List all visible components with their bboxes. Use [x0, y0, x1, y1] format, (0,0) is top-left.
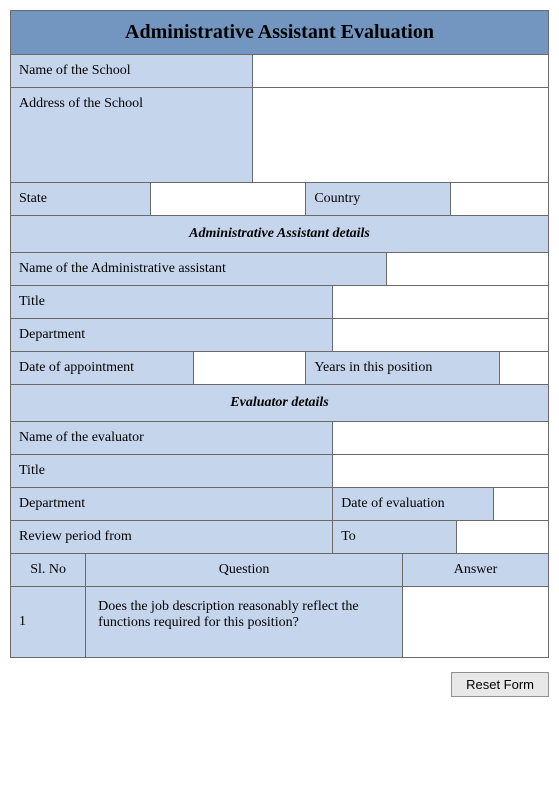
years-position-label: Years in this position	[306, 352, 499, 384]
country-label: Country	[306, 183, 451, 215]
school-address-field[interactable]	[253, 88, 548, 182]
appointment-date-label: Date of appointment	[11, 352, 194, 384]
school-address-label: Address of the School	[11, 88, 253, 182]
eval-date-label: Date of evaluation	[333, 488, 494, 520]
state-field[interactable]	[151, 183, 307, 215]
evaluator-section-header: Evaluator details	[11, 385, 548, 422]
assistant-section-header: Administrative Assistant details	[11, 216, 548, 253]
evaluation-form: Administrative Assistant Evaluation Name…	[10, 10, 549, 658]
form-title: Administrative Assistant Evaluation	[11, 11, 548, 55]
review-to-field[interactable]	[457, 521, 548, 553]
reset-form-button[interactable]: Reset Form	[451, 672, 549, 697]
col-slno: Sl. No	[11, 554, 86, 586]
assistant-name-field[interactable]	[387, 253, 548, 285]
assistant-title-field[interactable]	[333, 286, 548, 318]
eval-date-field[interactable]	[494, 488, 548, 520]
evaluator-title-label: Title	[11, 455, 333, 487]
col-answer: Answer	[403, 554, 548, 586]
review-from-label: Review period from	[11, 521, 333, 553]
appointment-date-field[interactable]	[194, 352, 307, 384]
state-label: State	[11, 183, 151, 215]
school-name-label: Name of the School	[11, 55, 253, 87]
years-position-field[interactable]	[500, 352, 548, 384]
assistant-dept-label: Department	[11, 319, 333, 351]
evaluator-title-field[interactable]	[333, 455, 548, 487]
q1-question: Does the job description reasonably refl…	[86, 587, 403, 657]
evaluator-name-field[interactable]	[333, 422, 548, 454]
review-to-label: To	[333, 521, 457, 553]
col-question: Question	[86, 554, 403, 586]
q1-answer[interactable]	[403, 587, 548, 657]
school-name-field[interactable]	[253, 55, 548, 87]
evaluator-name-label: Name of the evaluator	[11, 422, 333, 454]
assistant-dept-field[interactable]	[333, 319, 548, 351]
q1-no: 1	[11, 587, 86, 657]
assistant-title-label: Title	[11, 286, 333, 318]
country-field[interactable]	[451, 183, 548, 215]
evaluator-dept-label: Department	[11, 488, 333, 520]
assistant-name-label: Name of the Administrative assistant	[11, 253, 387, 285]
